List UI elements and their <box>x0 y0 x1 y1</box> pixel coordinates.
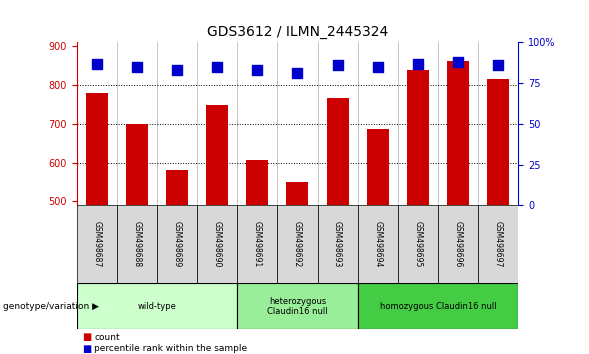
Bar <box>407 70 429 205</box>
Text: ■: ■ <box>82 332 92 342</box>
Bar <box>487 79 509 205</box>
Text: GSM498696: GSM498696 <box>454 221 462 268</box>
Point <box>333 62 342 68</box>
Text: GSM498692: GSM498692 <box>293 221 302 267</box>
Text: GSM498691: GSM498691 <box>253 221 262 267</box>
Bar <box>197 205 237 283</box>
Text: GSM498689: GSM498689 <box>173 221 181 267</box>
Text: GSM498688: GSM498688 <box>133 221 141 267</box>
Point <box>172 67 181 73</box>
Bar <box>358 283 518 329</box>
Text: GSM498690: GSM498690 <box>213 221 221 268</box>
Bar <box>286 182 309 205</box>
Text: count: count <box>94 333 120 342</box>
Point <box>454 59 463 65</box>
Bar <box>277 205 317 283</box>
Bar <box>77 283 237 329</box>
Bar <box>85 93 108 205</box>
Bar <box>326 98 349 205</box>
Bar <box>398 205 438 283</box>
Bar <box>478 205 518 283</box>
Bar <box>367 129 389 205</box>
Point <box>293 70 302 76</box>
Point <box>413 61 423 67</box>
Text: GSM498697: GSM498697 <box>494 221 503 268</box>
Point <box>373 64 382 70</box>
Text: heterozygous
Claudin16 null: heterozygous Claudin16 null <box>267 297 327 316</box>
Text: homozygous Claudin16 null: homozygous Claudin16 null <box>380 302 497 311</box>
Bar <box>157 205 197 283</box>
Text: genotype/variation ▶: genotype/variation ▶ <box>3 302 99 311</box>
Bar <box>237 205 277 283</box>
Text: percentile rank within the sample: percentile rank within the sample <box>94 344 247 353</box>
Point <box>92 61 101 67</box>
Text: ■: ■ <box>82 344 92 354</box>
Text: GSM498695: GSM498695 <box>413 221 422 268</box>
Bar <box>447 61 469 205</box>
Bar <box>438 205 478 283</box>
Bar <box>246 160 269 205</box>
Bar <box>77 205 117 283</box>
Point <box>132 64 141 70</box>
Text: GSM498693: GSM498693 <box>333 221 342 268</box>
Bar <box>126 124 148 205</box>
Text: wild-type: wild-type <box>137 302 176 311</box>
Title: GDS3612 / ILMN_2445324: GDS3612 / ILMN_2445324 <box>207 25 388 39</box>
Point <box>494 62 503 68</box>
Bar <box>166 170 188 205</box>
Point <box>213 64 222 70</box>
Text: GSM498687: GSM498687 <box>92 221 101 267</box>
Bar <box>206 104 228 205</box>
Point <box>253 67 262 73</box>
Text: GSM498694: GSM498694 <box>373 221 382 268</box>
Bar <box>117 205 157 283</box>
Bar <box>317 205 358 283</box>
Bar <box>358 205 398 283</box>
Bar <box>237 283 358 329</box>
